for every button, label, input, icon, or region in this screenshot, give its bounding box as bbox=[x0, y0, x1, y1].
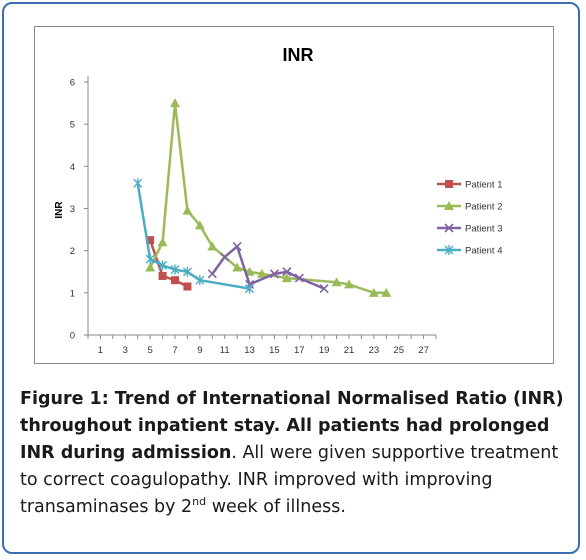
data-point-patient-3 bbox=[319, 284, 329, 294]
data-point-patient-3 bbox=[232, 241, 242, 252]
data-point-patient-3 bbox=[220, 252, 230, 262]
caption-text-b: week of illness. bbox=[206, 497, 346, 517]
y-tick-label: 4 bbox=[70, 162, 75, 173]
data-point-patient-4 bbox=[158, 260, 168, 271]
data-point-patient-2 bbox=[381, 287, 392, 297]
legend-label: Patient 4 bbox=[465, 246, 503, 257]
legend-marker bbox=[445, 180, 453, 188]
data-point-patient-2 bbox=[331, 277, 342, 287]
data-point-patient-2 bbox=[368, 287, 379, 297]
y-axis-label: INR bbox=[54, 201, 65, 219]
chart-title: INR bbox=[283, 45, 314, 65]
y-tick-label: 1 bbox=[70, 288, 75, 299]
y-tick-label: 6 bbox=[70, 78, 75, 89]
x-tick-label: 17 bbox=[294, 345, 305, 356]
x-tick-label: 15 bbox=[269, 345, 280, 356]
x-tick-label: 7 bbox=[172, 345, 177, 356]
chart-area bbox=[34, 26, 554, 364]
data-point-patient-2 bbox=[344, 279, 354, 289]
caption-sup: nd bbox=[192, 495, 207, 509]
x-tick-label: 23 bbox=[369, 345, 380, 356]
x-tick-label: 3 bbox=[123, 345, 128, 356]
x-tick-label: 21 bbox=[344, 345, 355, 356]
x-tick-label: 19 bbox=[319, 345, 330, 356]
data-point-patient-1 bbox=[158, 271, 167, 280]
y-tick-label: 3 bbox=[70, 204, 75, 215]
series-line-patient-3 bbox=[211, 245, 325, 290]
data-point-patient-1 bbox=[183, 282, 192, 291]
data-point-patient-2 bbox=[257, 268, 267, 278]
x-tick-label: 25 bbox=[393, 345, 404, 356]
x-tick-label: 13 bbox=[244, 345, 255, 356]
series-line-patient-2 bbox=[148, 101, 387, 295]
x-tick-label: 27 bbox=[418, 345, 429, 356]
legend-label: Patient 1 bbox=[465, 180, 503, 191]
y-tick-label: 0 bbox=[70, 331, 75, 342]
data-point-patient-1 bbox=[146, 236, 155, 245]
data-point-patient-4 bbox=[145, 254, 155, 265]
data-point-patient-2 bbox=[157, 237, 168, 247]
legend-label: Patient 2 bbox=[465, 202, 503, 213]
data-point-patient-2 bbox=[145, 262, 156, 272]
data-point-patient-3 bbox=[282, 267, 292, 277]
y-tick-label: 2 bbox=[70, 246, 75, 257]
x-tick-label: 11 bbox=[220, 345, 230, 356]
data-point-patient-3 bbox=[269, 269, 279, 279]
legend-marker bbox=[444, 223, 454, 233]
x-tick-label: 5 bbox=[147, 345, 152, 356]
data-point-patient-2 bbox=[232, 262, 243, 272]
x-tick-label: 9 bbox=[197, 345, 202, 356]
data-point-patient-4 bbox=[195, 275, 205, 286]
y-tick-label: 5 bbox=[70, 120, 75, 131]
data-point-patient-2 bbox=[194, 220, 205, 230]
data-point-patient-2 bbox=[281, 273, 292, 283]
caption-bold: Figure 1: Trend of International Normali… bbox=[20, 389, 564, 463]
data-point-patient-4 bbox=[245, 283, 255, 294]
figure-caption: Figure 1: Trend of International Normali… bbox=[20, 386, 568, 521]
data-point-patient-4 bbox=[133, 178, 143, 189]
series-line-patient-1 bbox=[148, 239, 188, 288]
legend-marker bbox=[444, 201, 454, 210]
legend-marker bbox=[444, 245, 454, 255]
data-point-patient-4 bbox=[182, 266, 192, 277]
caption-text-a: . All were given supportive treatment to… bbox=[20, 443, 559, 517]
data-point-patient-2 bbox=[207, 241, 218, 251]
x-tick-label: 1 bbox=[98, 345, 103, 356]
series-line-patient-4 bbox=[136, 182, 250, 290]
legend-label: Patient 3 bbox=[465, 224, 503, 235]
data-point-patient-3 bbox=[294, 273, 304, 283]
data-point-patient-4 bbox=[170, 264, 180, 275]
data-point-patient-1 bbox=[171, 276, 179, 285]
data-point-patient-2 bbox=[170, 98, 180, 108]
data-point-patient-3 bbox=[207, 269, 217, 279]
data-point-patient-2 bbox=[182, 205, 193, 215]
